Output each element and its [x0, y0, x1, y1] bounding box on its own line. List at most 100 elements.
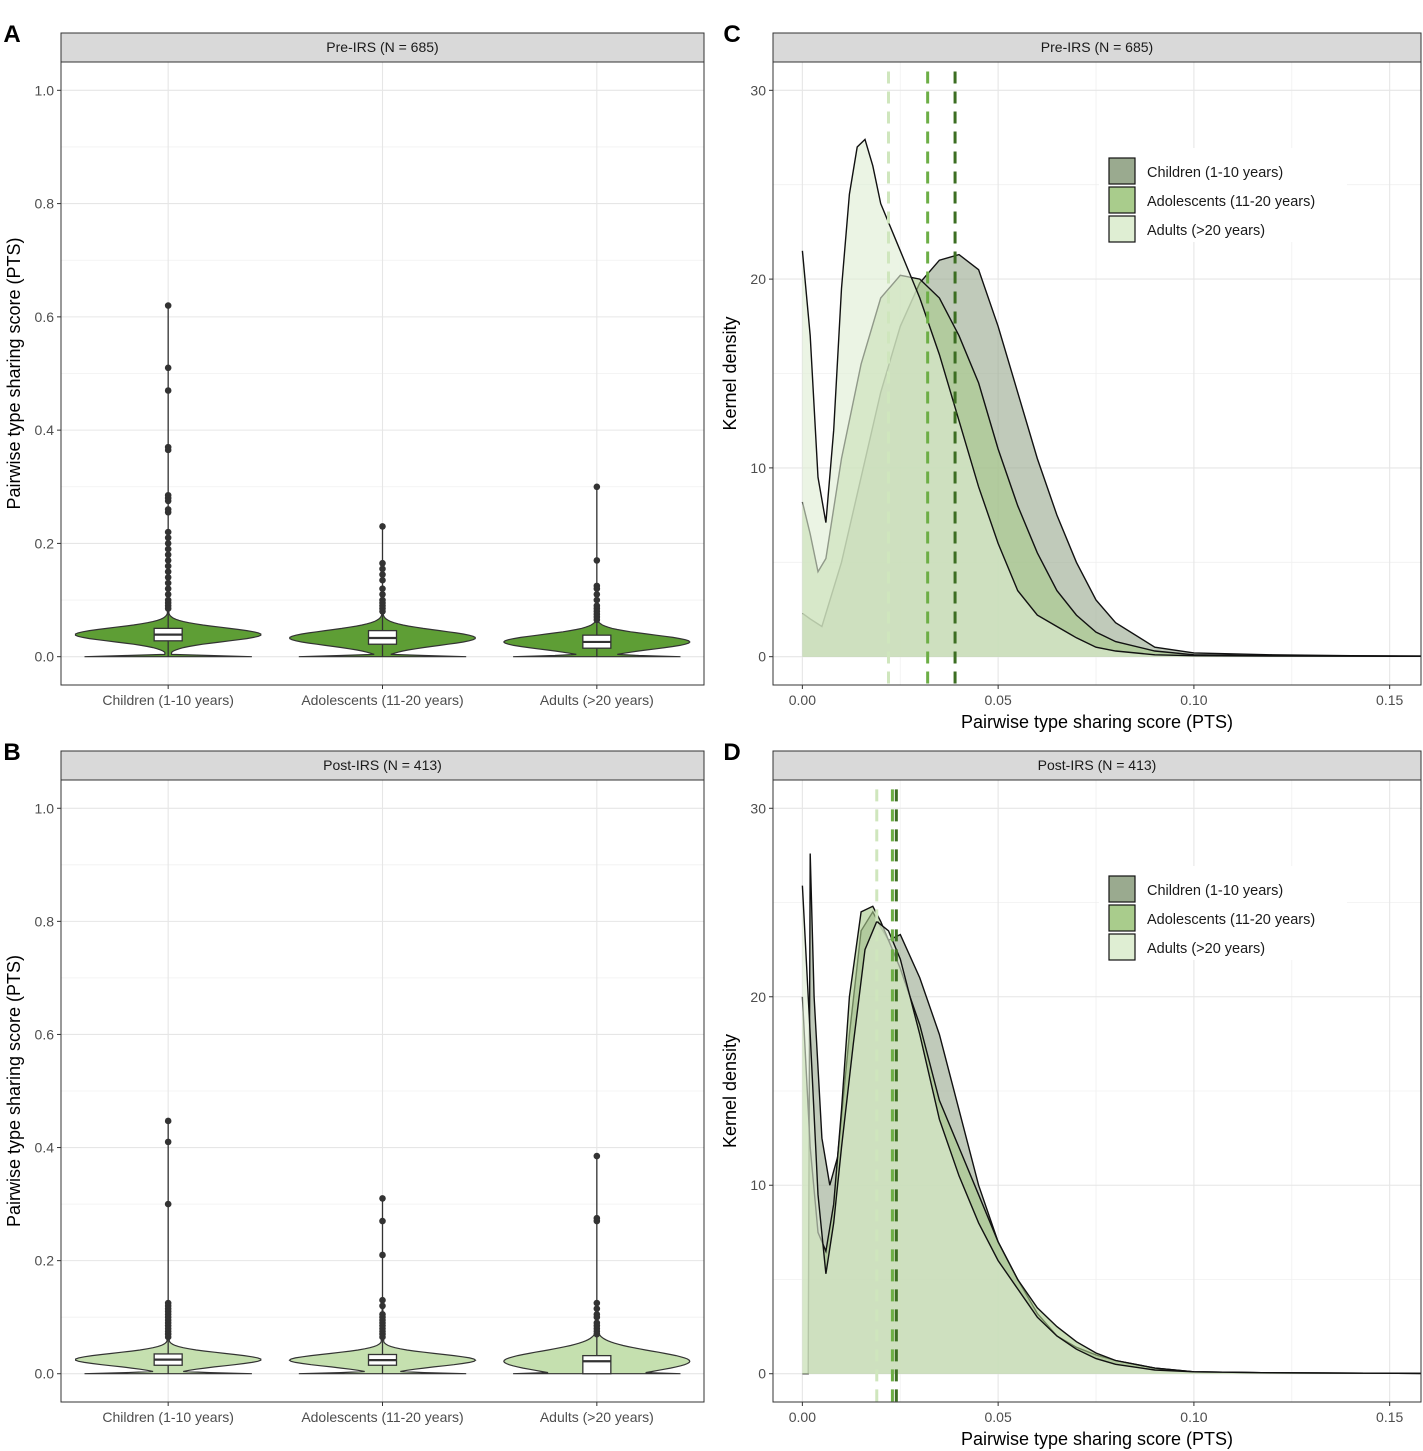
- legend-label: Children (1-10 years): [1147, 165, 1283, 181]
- outlier-point: [379, 523, 386, 530]
- y-tick-label: 0.0: [35, 649, 55, 665]
- y-tick-label: 10: [750, 1177, 766, 1193]
- panel-border: [772, 61, 1422, 686]
- y-tick-label: 0.0: [35, 1366, 55, 1382]
- outlier-point: [593, 585, 601, 593]
- panel-border: [772, 779, 1422, 1403]
- legend-label: Adolescents (11-20 years): [1147, 912, 1315, 928]
- y-tick-label: 0.8: [35, 913, 55, 929]
- outlier-point: [379, 571, 386, 578]
- outlier-point: [379, 1251, 386, 1259]
- y-tick-label: 0.2: [35, 1253, 55, 1269]
- legend-key: [1108, 186, 1136, 214]
- legend-key: [1108, 215, 1136, 243]
- outlier-point: [379, 1195, 386, 1202]
- y-axis-title: Kernel density: [720, 1034, 740, 1148]
- outlier-point: [593, 1152, 601, 1160]
- outlier-point: [164, 1333, 172, 1341]
- outlier-point: [164, 574, 172, 581]
- outlier-point: [164, 562, 172, 570]
- y-tick-label: 0.2: [35, 535, 55, 551]
- outlier-point: [593, 616, 601, 624]
- y-axis-title: Pairwise type sharing score (PTS): [4, 237, 24, 509]
- outlier-point: [164, 551, 172, 559]
- legend-key: [1108, 904, 1136, 932]
- x-tick-label: Children (1-10 years): [102, 1409, 234, 1425]
- outlier-point: [379, 1333, 386, 1341]
- legend-key: [1108, 157, 1136, 185]
- outlier-point: [593, 596, 601, 604]
- outlier-point: [164, 508, 172, 516]
- outlier-point: [593, 1330, 601, 1338]
- legend-label: Adolescents (11-20 years): [1147, 194, 1315, 210]
- outlier-point: [593, 1305, 601, 1312]
- panel-letter: B: [3, 739, 20, 766]
- strip-label: Post-IRS (N = 413): [1038, 757, 1157, 773]
- y-tick-label: 0.4: [35, 422, 55, 438]
- strip-label: Post-IRS (N = 413): [323, 757, 442, 773]
- outlier-point: [164, 534, 172, 542]
- outlier-point: [164, 557, 172, 564]
- legend-key: [1108, 933, 1136, 961]
- x-tick-label: Adolescents (11-20 years): [301, 1409, 463, 1425]
- outlier-point: [164, 591, 172, 598]
- legend-label: Adults (>20 years): [1147, 941, 1265, 957]
- outlier-point: [379, 585, 386, 593]
- outlier-point: [164, 387, 172, 394]
- x-tick-label: 0.15: [1376, 692, 1403, 708]
- outlier-point: [593, 1299, 601, 1307]
- strip-label: Pre-IRS (N = 685): [1041, 39, 1153, 55]
- x-tick-label: Adults (>20 years): [540, 1409, 654, 1425]
- x-tick-label: 0.00: [789, 1409, 816, 1425]
- outlier-point: [379, 565, 386, 573]
- outlier-point: [379, 1302, 386, 1310]
- panel-border: [60, 61, 705, 686]
- y-tick-label: 1.0: [35, 82, 55, 98]
- adults-density-line: [801, 885, 1422, 1375]
- y-tick-label: 0.8: [35, 196, 55, 212]
- outlier-point: [593, 1313, 601, 1321]
- outlier-point: [593, 1217, 601, 1225]
- legend-background: [1099, 148, 1347, 242]
- y-tick-label: 1.0: [35, 800, 55, 816]
- outlier-point: [379, 608, 386, 615]
- outlier-point: [164, 528, 172, 536]
- panel-letter: C: [723, 21, 740, 48]
- outlier-point: [164, 1200, 172, 1208]
- y-tick-label: 0.6: [35, 1026, 55, 1042]
- x-tick-label: 0.10: [1180, 692, 1207, 708]
- adolescents-density-line: [801, 905, 1422, 1375]
- y-tick-label: 30: [750, 800, 766, 816]
- outlier-point: [164, 446, 172, 454]
- outlier-point: [164, 585, 172, 593]
- outlier-point: [379, 576, 386, 584]
- outlier-point: [379, 559, 386, 567]
- y-tick-label: 0: [758, 649, 766, 665]
- x-tick-label: Adolescents (11-20 years): [301, 692, 463, 708]
- x-tick-label: 0.05: [985, 1409, 1012, 1425]
- outlier-point: [164, 568, 172, 576]
- panel-letter: A: [3, 21, 20, 48]
- panel-strip: [60, 32, 705, 63]
- adults-density-area: [802, 139, 1421, 657]
- panel-letter: D: [723, 739, 740, 766]
- strip-label: Pre-IRS (N = 685): [326, 39, 438, 55]
- x-axis-title: Pairwise type sharing score (PTS): [961, 712, 1233, 732]
- outlier-point: [164, 302, 172, 309]
- outlier-point: [379, 1217, 386, 1225]
- outlier-point: [593, 557, 601, 564]
- y-axis-title: Pairwise type sharing score (PTS): [4, 955, 24, 1227]
- outlier-point: [164, 364, 172, 372]
- panel-strip: [60, 750, 705, 781]
- y-tick-label: 10: [750, 460, 766, 476]
- y-tick-label: 0.4: [35, 1140, 55, 1156]
- outlier-point: [379, 591, 386, 598]
- x-tick-label: 0.05: [985, 692, 1012, 708]
- x-axis-title: Pairwise type sharing score (PTS): [961, 1429, 1233, 1449]
- outlier-point: [164, 1138, 172, 1146]
- legend-label: Adults (>20 years): [1147, 223, 1265, 239]
- outlier-point: [164, 540, 172, 547]
- y-tick-label: 20: [750, 989, 766, 1005]
- x-tick-label: Children (1-10 years): [102, 692, 234, 708]
